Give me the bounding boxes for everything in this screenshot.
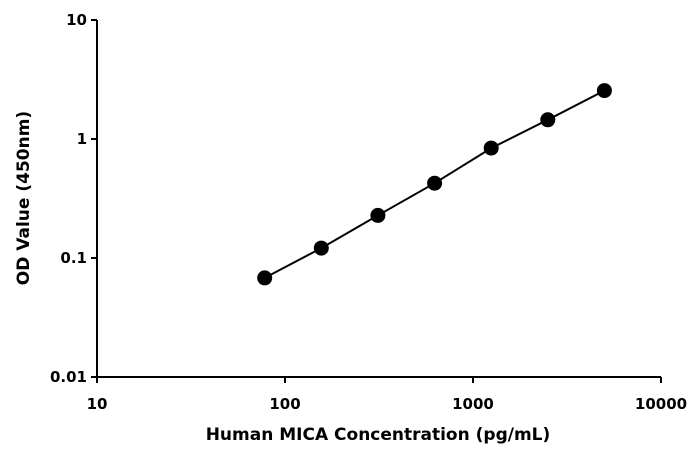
y-tick-label-0: 0.01 [50, 368, 87, 386]
data-point-6 [596, 83, 612, 99]
x-tick-label-1: 100 [269, 395, 300, 413]
y-tick-label-2: 1 [77, 130, 87, 148]
ticks: 0.01 0.1 1 10 10 100 1000 10000 [50, 11, 687, 413]
y-axis-title: OD Value (450nm) [14, 111, 34, 285]
y-tick-label-1: 0.1 [60, 249, 87, 267]
axes [96, 20, 661, 378]
series [257, 83, 612, 286]
data-point-2 [370, 207, 386, 223]
x-tick-label-0: 10 [87, 395, 108, 413]
x-tick-label-3: 10000 [635, 395, 687, 413]
x-tick-label-2: 1000 [452, 395, 494, 413]
x-axis-title: Human MICA Concentration (pg/mL) [206, 425, 551, 445]
y-tick-label-3: 10 [66, 11, 87, 29]
data-point-0 [257, 270, 273, 286]
data-point-5 [540, 112, 556, 128]
data-point-4 [483, 140, 499, 156]
data-point-3 [427, 175, 443, 191]
data-point-1 [313, 240, 329, 256]
